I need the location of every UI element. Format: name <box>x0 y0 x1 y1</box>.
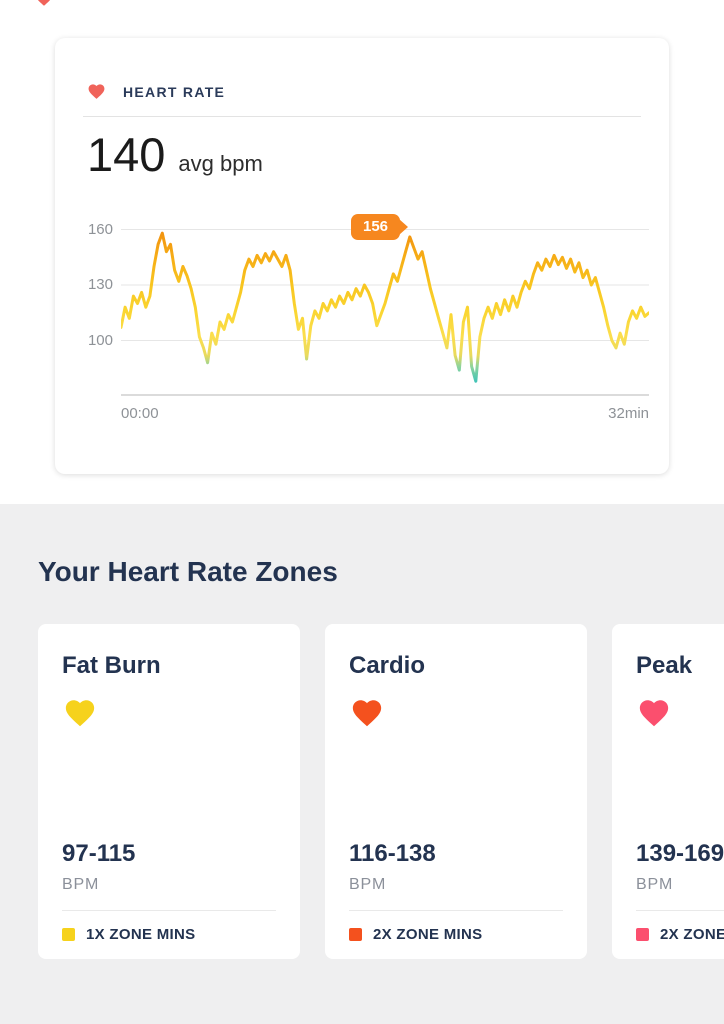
zone-mins-row: 2X ZONE MINS <box>636 910 724 943</box>
zone-card-cardio[interactable]: Cardio 116-138 BPM 2X ZONE MINS <box>325 624 587 960</box>
x-tick-end: 32min <box>608 405 649 423</box>
zone-mins-row: 1X ZONE MINS <box>62 910 276 943</box>
header-divider <box>83 116 641 117</box>
zone-color-swatch <box>636 928 649 942</box>
cardio-heart-icon <box>352 700 382 727</box>
zone-name: Fat Burn <box>62 652 161 680</box>
zone-mins-label: 1X ZONE MINS <box>86 926 196 944</box>
zone-mins-label: 2X ZONE MINS <box>660 926 724 944</box>
zone-mins-row: 2X ZONE MINS <box>349 910 563 943</box>
average-bpm-unit: avg bpm <box>178 151 263 176</box>
chart-tooltip: 156 <box>351 214 409 241</box>
heart-rate-chart: 160 130 100 156 00:00 32min <box>83 211 649 422</box>
chart-x-axis: 00:00 32min <box>121 405 649 422</box>
zone-mins-label: 2X ZONE MINS <box>373 926 483 944</box>
zone-bpm-unit: BPM <box>349 876 387 894</box>
zone-bpm-range: 116-138 <box>349 840 436 868</box>
zone-bpm-unit: BPM <box>636 876 674 894</box>
heart-rate-header: HEART RATE <box>83 82 641 101</box>
y-tick-160: 160 <box>87 220 113 238</box>
chart-plot-area[interactable]: 156 00:00 32min <box>121 211 649 422</box>
heart-icon <box>88 84 105 99</box>
heart-rate-series-line <box>121 232 649 384</box>
y-tick-100: 100 <box>87 331 113 349</box>
x-tick-start: 00:00 <box>121 405 159 423</box>
heart-rate-line-chart <box>121 229 649 397</box>
zone-color-swatch <box>349 928 362 942</box>
zone-color-swatch <box>62 928 75 942</box>
zone-name: Cardio <box>349 652 426 680</box>
zones-section-title: Your Heart Rate Zones <box>38 556 338 588</box>
average-bpm-value: 140 <box>87 128 166 181</box>
chart-y-axis: 160 130 100 <box>83 211 113 396</box>
zone-card-peak[interactable]: Peak 139-169 BPM 2X ZONE MINS <box>612 624 724 960</box>
chart-tooltip-value: 156 <box>363 218 389 236</box>
heart-rate-card[interactable]: HEART RATE 140 avg bpm 160 130 100 <box>55 38 669 475</box>
zone-bpm-range: 97-115 <box>62 840 136 868</box>
heart-rate-title: HEART RATE <box>123 83 226 100</box>
fat-burn-heart-icon <box>65 700 95 727</box>
zone-name: Peak <box>636 652 693 680</box>
heart-rate-section: HEART RATE 140 avg bpm 160 130 100 <box>0 0 724 504</box>
average-bpm: 140 avg bpm <box>83 128 641 181</box>
tooltip-arrow-icon <box>399 219 409 236</box>
y-tick-130: 130 <box>87 276 113 294</box>
zone-cards-row: Fat Burn 97-115 BPM 1X ZONE MINS Cardio … <box>38 624 724 960</box>
zone-bpm-range: 139-169 <box>636 840 724 868</box>
clipped-heart-icon <box>37 0 51 6</box>
zone-card-fat-burn[interactable]: Fat Burn 97-115 BPM 1X ZONE MINS <box>38 624 300 960</box>
peak-heart-icon <box>639 700 669 727</box>
heart-rate-zones-section: Your Heart Rate Zones Fat Burn 97-115 BP… <box>0 504 724 1024</box>
zone-bpm-unit: BPM <box>62 876 100 894</box>
